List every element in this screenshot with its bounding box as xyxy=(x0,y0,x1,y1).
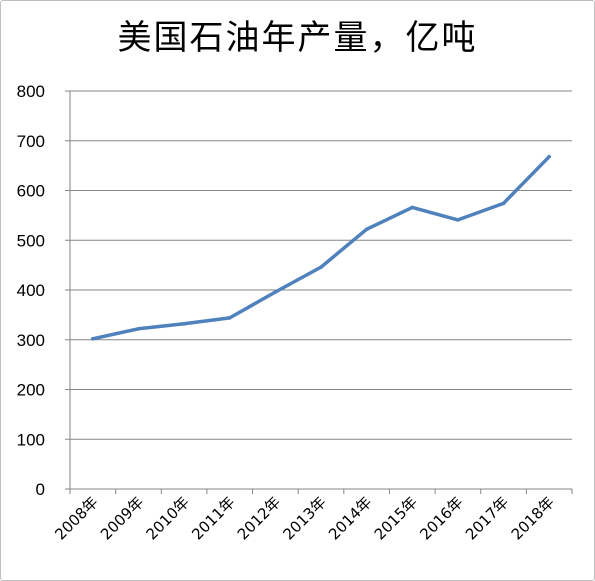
x-tick-label: 2016年 xyxy=(416,493,466,543)
y-tick-label: 300 xyxy=(17,331,45,350)
data-point xyxy=(182,322,186,326)
x-tick-label: 2015年 xyxy=(371,493,421,543)
y-tick-label: 400 xyxy=(17,281,45,300)
chart-title: 美国石油年产量，亿吨 xyxy=(117,18,478,58)
y-tick-label: 200 xyxy=(17,381,45,400)
y-tick-label: 100 xyxy=(17,430,45,449)
x-tick-label: 2011年 xyxy=(188,493,238,543)
data-point xyxy=(410,205,415,210)
data-point xyxy=(319,265,323,269)
series-group xyxy=(91,154,551,341)
y-tick-label: 0 xyxy=(36,480,45,499)
data-point xyxy=(547,154,551,159)
data-point xyxy=(91,336,95,341)
data-point xyxy=(227,316,232,320)
y-tick-label: 600 xyxy=(17,182,45,201)
x-axis-ticks: 2008年2009年2010年2011年2012年2013年2014年2015年… xyxy=(51,489,573,543)
data-point xyxy=(273,290,278,294)
y-tick-label: 700 xyxy=(17,132,45,151)
data-point xyxy=(501,201,506,206)
x-tick-label: 2012年 xyxy=(234,493,284,543)
gridlines xyxy=(70,90,572,440)
x-tick-label: 2018年 xyxy=(508,493,558,543)
x-tick-label: 2014年 xyxy=(325,493,375,543)
x-tick-label: 2013年 xyxy=(279,493,329,543)
y-axis-ticks: 0 100 200 300 400 500 600 700 800 xyxy=(17,82,70,499)
x-tick-label: 2010年 xyxy=(143,493,193,543)
data-point xyxy=(136,327,141,331)
x-tick-label: 2017年 xyxy=(462,493,512,543)
x-tick-label: 2008年 xyxy=(51,493,101,543)
data-point xyxy=(364,227,369,232)
y-tick-label: 800 xyxy=(17,82,45,101)
data-point xyxy=(456,218,460,222)
y-tick-label: 500 xyxy=(17,231,45,250)
series-line xyxy=(91,154,551,341)
x-tick-label: 2009年 xyxy=(97,493,147,543)
